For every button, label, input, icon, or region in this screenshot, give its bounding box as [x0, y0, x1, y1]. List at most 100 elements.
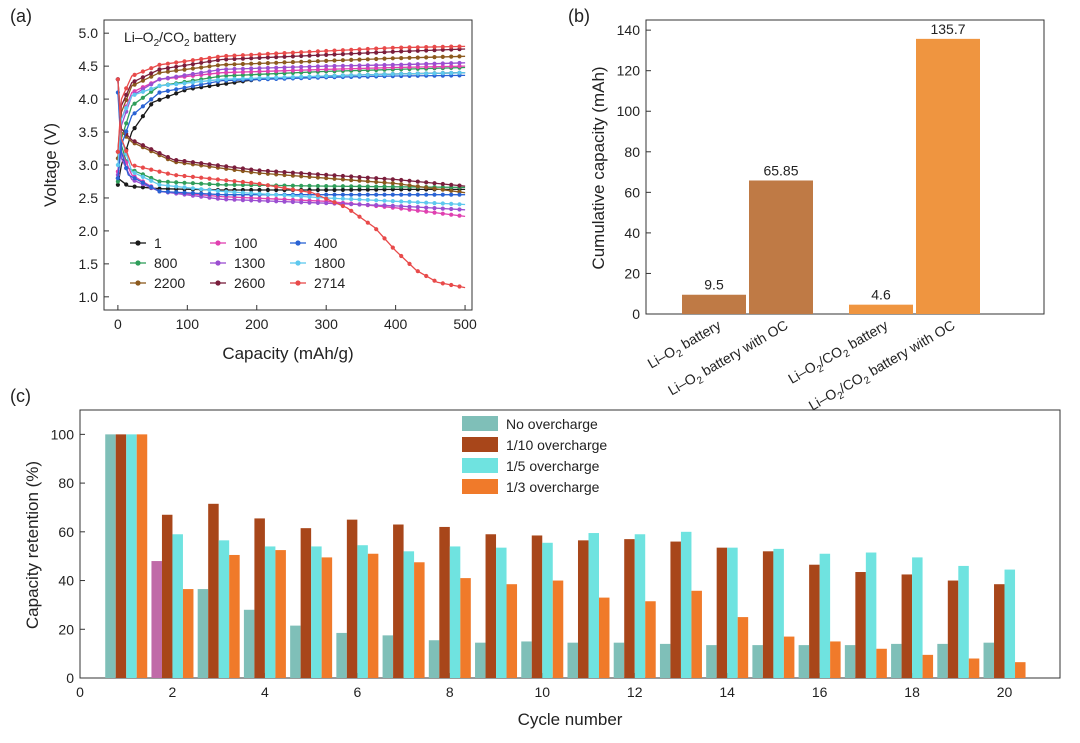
panel-b-value-label: 135.7: [930, 21, 965, 37]
panel-a-point: [232, 182, 237, 187]
panel-c-bar: [521, 641, 532, 678]
panel-b-bar: [849, 304, 913, 314]
panel-a-point: [232, 165, 237, 170]
panel-a-point: [382, 198, 387, 203]
panel-a-point: [165, 189, 170, 194]
panel-a-point: [274, 192, 279, 197]
panel-a-point: [457, 207, 462, 212]
panel-a-point: [407, 178, 412, 183]
panel-a-point: [390, 203, 395, 208]
panel-b-ytick-label: 100: [617, 103, 641, 119]
panel-a-point: [215, 63, 220, 68]
panel-a-point: [349, 197, 354, 202]
panel-a-point: [390, 181, 395, 186]
panel-a-point: [257, 191, 262, 196]
panel-a-point: [424, 64, 429, 69]
panel-a-point: [174, 64, 179, 69]
panel-a-point: [207, 69, 212, 74]
panel-a-point: [382, 176, 387, 181]
panel-c-bar: [218, 540, 230, 678]
panel-a-point: [382, 184, 387, 189]
panel-a-point: [140, 143, 145, 148]
panel-a-point: [349, 63, 354, 68]
panel-a-point: [357, 214, 362, 219]
panel-a-point: [332, 187, 337, 193]
panel-a-point: [249, 180, 254, 185]
panel-a-point: [265, 168, 270, 174]
panel-a-point: [299, 171, 304, 176]
panel-a-point: [365, 197, 370, 202]
panel-a-point: [199, 175, 204, 180]
panel-a-point: [440, 44, 445, 49]
panel-a-point: [265, 55, 270, 60]
panel-a-point: [382, 72, 387, 77]
panel-a-point: [282, 68, 287, 73]
panel-a-point: [407, 55, 412, 60]
panel-a-point: [190, 191, 195, 196]
panel-a-point: [449, 61, 454, 66]
panel-a-point: [199, 65, 204, 70]
panel-a-point: [165, 61, 170, 66]
panel-a-legend-marker: [295, 240, 301, 246]
panel-a-point: [274, 55, 279, 60]
panel-a-legend-label: 2200: [154, 275, 185, 291]
panel-a-point: [165, 75, 170, 81]
panel-a-point: [240, 198, 245, 203]
panel-c-bar: [737, 617, 749, 678]
panel-c-bar: [994, 584, 1005, 678]
panel-a-point: [399, 177, 404, 183]
panel-a-point: [307, 171, 312, 176]
panel-a-point: [324, 48, 329, 54]
panel-a-point: [282, 193, 287, 198]
panel-c-bar: [428, 640, 440, 678]
panel-a-point: [382, 203, 387, 208]
panel-a-point: [199, 187, 204, 192]
panel-a-point: [324, 52, 329, 58]
panel-a-point: [182, 159, 187, 164]
panel-a-point: [190, 80, 195, 85]
panel-a-point: [449, 54, 454, 59]
panel-a-point: [190, 58, 195, 63]
panel-a-point: [415, 71, 420, 76]
panel-a-ytick-label: 1.5: [79, 256, 99, 272]
panel-a-point: [207, 195, 212, 200]
panel-c-bar: [496, 547, 507, 678]
panel-a-point: [249, 52, 254, 57]
panel-c-bar: [680, 531, 692, 678]
panel-a-point: [215, 71, 220, 76]
panel-a-point: [157, 62, 162, 67]
panel-a-legend-marker: [295, 260, 301, 266]
panel-a-point: [190, 66, 195, 71]
panel-a-point: [349, 187, 354, 192]
panel-a-point: [365, 50, 370, 56]
panel-a-point: [290, 183, 295, 188]
panel-a-point: [357, 197, 362, 202]
panel-a-legend-marker: [135, 280, 141, 286]
panel-a-point: [282, 65, 287, 70]
panel-a-point: [299, 53, 304, 59]
panel-a-point: [365, 187, 370, 192]
panel-a-point: [215, 196, 220, 201]
panel-a-point: [382, 192, 387, 197]
panel-a-point: [282, 170, 287, 175]
panel-a-point: [182, 185, 187, 190]
panel-a-point: [124, 129, 129, 134]
panel-a-point: [232, 76, 237, 81]
panel-a-point: [365, 220, 370, 225]
panel-c-legend-swatch: [462, 437, 498, 452]
panel-a-point: [315, 200, 320, 205]
panel-b-ytick-label: 60: [624, 184, 640, 200]
panel-c-bar: [937, 643, 948, 678]
panel-c-bar: [588, 533, 599, 678]
panel-a-point: [415, 45, 420, 50]
panel-a-point: [332, 58, 337, 63]
panel-c-bar: [855, 572, 866, 678]
panel-label-a: (a): [10, 6, 32, 26]
panel-a-point: [165, 88, 170, 93]
panel-a-point: [449, 182, 454, 187]
panel-a-point: [182, 85, 187, 90]
panel-a-point: [399, 253, 404, 259]
panel-a-point: [340, 52, 345, 57]
panel-a-point: [390, 245, 395, 250]
panel-a-point: [165, 179, 170, 184]
